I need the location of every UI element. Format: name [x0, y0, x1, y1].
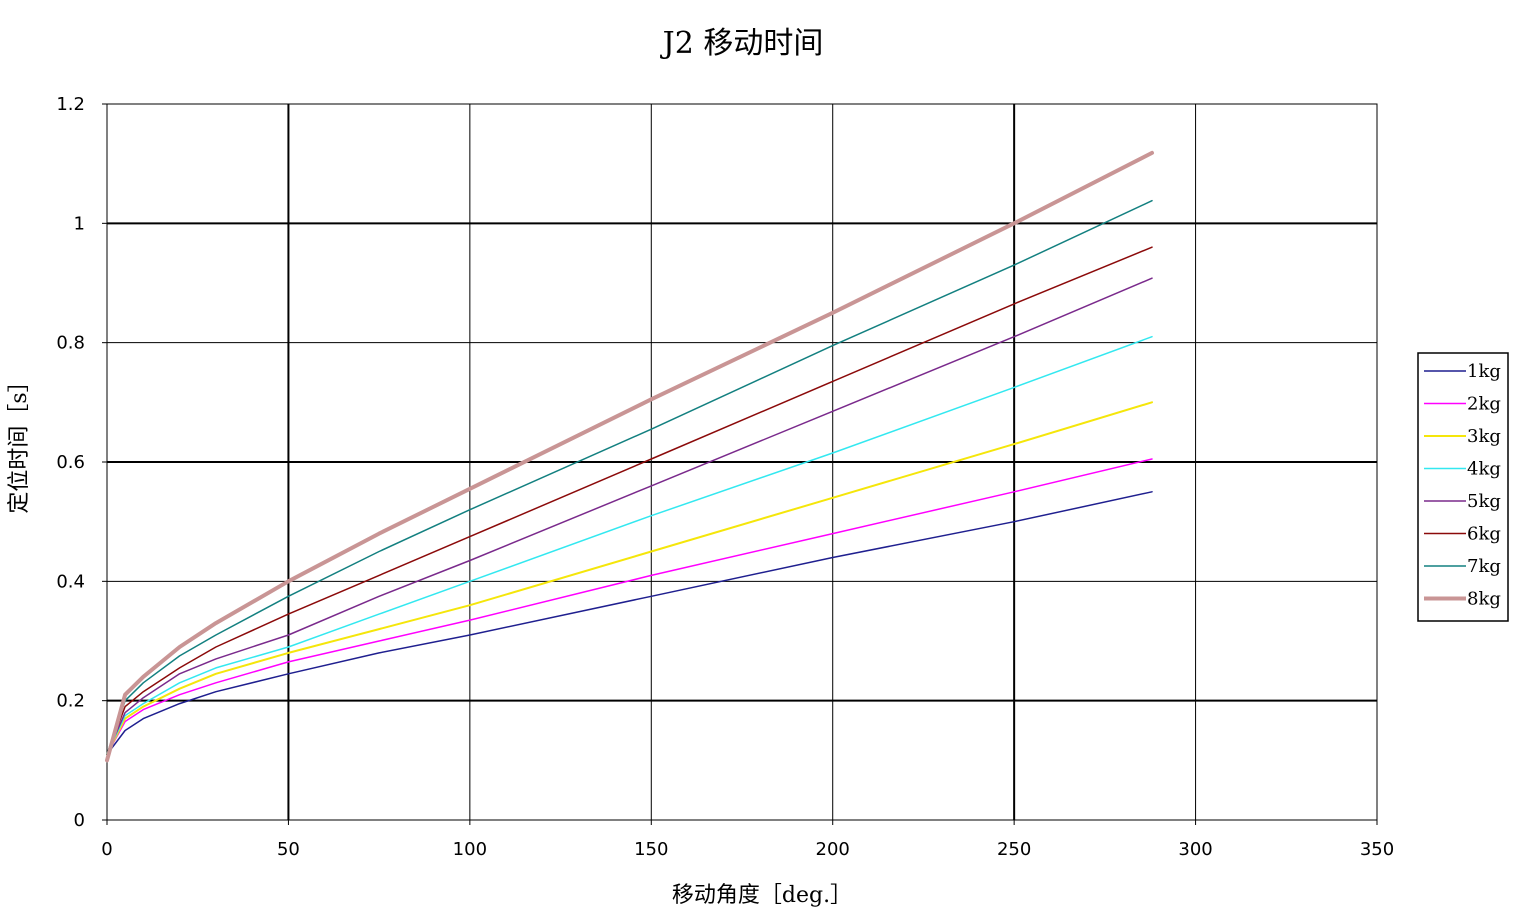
y-tick-label: 1	[74, 213, 85, 234]
legend-label-6kg: 6kg	[1467, 524, 1501, 545]
legend-label-2kg: 2kg	[1467, 394, 1501, 415]
series-line-2kg	[106, 458, 1153, 756]
series-lines	[105, 150, 1154, 763]
legend-box	[1417, 352, 1509, 622]
x-tick-label: 150	[634, 839, 668, 860]
legend-label-8kg: 8kg	[1467, 589, 1501, 610]
axes: 0 50 100 150 200 250 300 350 0 0.2 0.4 0.6 0.8 1 1.2	[56, 94, 1394, 860]
x-tick-label: 0	[101, 839, 112, 860]
series-line-7kg	[106, 199, 1153, 756]
x-axis-label: 移动角度［deg.］	[672, 883, 852, 908]
y-tick-label: 0.4	[56, 571, 85, 592]
x-tick-label: 250	[997, 839, 1031, 860]
x-tick-label: 100	[453, 839, 487, 860]
legend-label-1kg: 1kg	[1467, 361, 1501, 382]
legend-label-7kg: 7kg	[1467, 556, 1501, 577]
series-line-5kg	[106, 277, 1153, 756]
legend: 1kg 2kg 3kg 4kg 5kg 6kg 7kg 8kg	[1417, 352, 1509, 622]
y-axis-label: 定位时间［s］	[7, 370, 32, 513]
x-tick-label: 200	[816, 839, 850, 860]
y-tick-label: 0.8	[56, 333, 85, 354]
grid	[106, 103, 1378, 821]
y-tick-label: 0.6	[56, 452, 85, 473]
x-tick-label: 300	[1178, 839, 1212, 860]
y-tick-label: 1.2	[56, 94, 85, 115]
legend-label-5kg: 5kg	[1467, 491, 1501, 512]
legend-label-3kg: 3kg	[1467, 426, 1501, 447]
chart-title: J2 移动时间	[660, 26, 824, 61]
series-line-8kg	[105, 150, 1154, 763]
y-tick-label: 0.2	[56, 691, 85, 712]
series-line-3kg	[106, 401, 1153, 756]
series-line-4kg	[106, 335, 1153, 756]
series-line-6kg	[106, 246, 1153, 756]
legend-label-4kg: 4kg	[1467, 459, 1501, 480]
y-tick-label: 0	[74, 810, 85, 831]
x-tick-label: 350	[1360, 839, 1394, 860]
series-line-1kg	[106, 491, 1153, 756]
x-tick-label: 50	[277, 839, 300, 860]
